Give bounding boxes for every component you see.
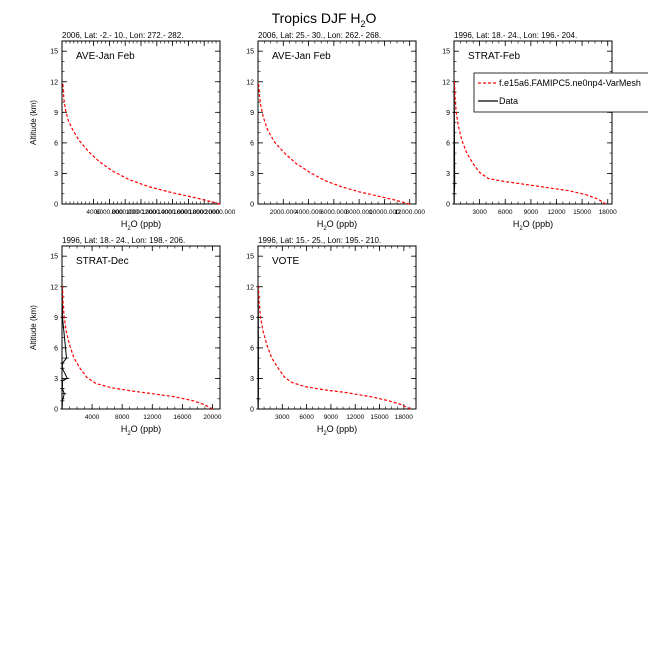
y-tick-label: 15 <box>50 49 58 56</box>
legend-model-label: f.e15a6.FAMIPC5.ne0np4-VarMesh <box>499 78 641 88</box>
panel-5: 1996, Lat: 15.- 25., Lon: 195.- 210. VOTE… <box>246 236 417 437</box>
x-tick-label: 15000 <box>573 209 591 216</box>
panels-group: 2006, Lat: -2.- 10., Lon: 272.- 282. AVE-… <box>29 31 617 437</box>
x-tick-label: 9000 <box>324 414 339 421</box>
x-tick-label: 2000.000 <box>270 209 297 216</box>
y-tick-label: 9 <box>250 315 254 322</box>
x-tick-label: 12000 <box>346 414 364 421</box>
y-tick-label: 6 <box>54 345 58 352</box>
x-tick-label: 4000 <box>85 414 100 421</box>
x-tick-label: 9000 <box>524 209 539 216</box>
x-axis-label: H2O (ppb) <box>121 424 161 437</box>
y-tick-label: 0 <box>250 407 254 414</box>
x-tick-label: 16000.000 <box>173 209 204 216</box>
legend: f.e15a6.FAMIPC5.ne0np4-VarMesh Data <box>473 72 648 113</box>
y-tick-label: 3 <box>250 171 254 178</box>
campaign-label: AVE-Jan Feb <box>272 51 331 62</box>
x-tick-label: 6000.000 <box>96 209 123 216</box>
x-tick-label: 4000 <box>86 209 101 216</box>
y-tick-label: 6 <box>54 140 58 147</box>
y-tick-label: 6 <box>446 140 450 147</box>
y-tick-label: 12 <box>246 79 254 86</box>
x-axis-label: H2O (ppb) <box>121 219 161 232</box>
x-tick-label: 8000 <box>115 414 130 421</box>
x-tick-label: 10000.000 <box>126 209 157 216</box>
x-tick-label: 6000 <box>299 414 314 421</box>
x-tick-label: 15000 <box>370 414 388 421</box>
x-tick-label: 18000.000 <box>189 209 220 216</box>
x-tick-label: 3000 <box>472 209 487 216</box>
panel-header: 1996, Lat: 18.- 24., Lon: 198.- 206. <box>62 236 185 245</box>
x-tick-label: 12000.000 <box>394 209 425 216</box>
model-series-line <box>257 81 410 205</box>
panel-4: 1996, Lat: 18.- 24., Lon: 198.- 206. STRA… <box>29 236 222 437</box>
panel-header: 1996, Lat: 15.- 25., Lon: 195.- 210. <box>258 236 381 245</box>
y-tick-label: 3 <box>54 171 58 178</box>
legend-frame <box>473 72 648 113</box>
panel-1: 2006, Lat: -2.- 10., Lon: 272.- 282. AVE-… <box>29 31 236 232</box>
y-tick-label: 15 <box>246 49 254 56</box>
x-tick-label: 10000.000 <box>369 209 400 216</box>
y-tick-label: 0 <box>54 202 58 209</box>
y-tick-label: 0 <box>250 202 254 209</box>
x-axis-label: H2O (ppb) <box>317 424 357 437</box>
panel-3: 1996, Lat: 18.- 24., Lon: 196.- 204. STRA… <box>442 31 617 232</box>
model-series-line <box>453 81 607 205</box>
panel-header: 2006, Lat: 25.- 30., Lon: 262.- 268. <box>258 31 381 40</box>
y-tick-label: 9 <box>54 110 58 117</box>
y-axis-label: Altitude (km) <box>29 305 38 350</box>
y-tick-label: 12 <box>50 284 58 291</box>
campaign-label: STRAT-Dec <box>76 256 129 267</box>
y-tick-label: 12 <box>442 79 450 86</box>
x-tick-label: 14000.000 <box>157 209 188 216</box>
x-tick-label: 20000.000 <box>205 209 236 216</box>
panel-header: 1996, Lat: 18.- 24., Lon: 196.- 204. <box>454 31 577 40</box>
y-tick-label: 15 <box>442 49 450 56</box>
x-tick-label: 20000 <box>203 414 221 421</box>
legend-data-label: Data <box>499 96 518 106</box>
x-tick-label: 12000 <box>547 209 565 216</box>
y-tick-label: 6 <box>250 140 254 147</box>
panel-header: 2006, Lat: -2.- 10., Lon: 272.- 282. <box>62 31 183 40</box>
y-tick-label: 3 <box>250 376 254 383</box>
x-tick-label: 12000 <box>143 414 161 421</box>
x-axis-label: H2O (ppb) <box>317 219 357 232</box>
x-tick-label: 4000.000 <box>295 209 322 216</box>
y-tick-label: 12 <box>246 284 254 291</box>
y-tick-label: 0 <box>54 407 58 414</box>
x-tick-label: 8000.000 <box>112 209 139 216</box>
y-tick-label: 9 <box>250 110 254 117</box>
panel-2: 2006, Lat: 25.- 30., Lon: 262.- 268. AVE-… <box>246 31 425 232</box>
y-tick-label: 15 <box>246 254 254 261</box>
campaign-label: STRAT-Feb <box>468 51 520 62</box>
y-tick-label: 3 <box>446 171 450 178</box>
campaign-label: AVE-Jan Feb <box>76 51 135 62</box>
campaign-label: VOTE <box>272 256 300 267</box>
x-tick-label: 3000 <box>275 414 290 421</box>
x-tick-label: 16000 <box>173 414 191 421</box>
x-tick-label: 12000.000 <box>141 209 172 216</box>
y-tick-label: 9 <box>54 315 58 322</box>
x-tick-label: 6000.000 <box>320 209 347 216</box>
y-tick-label: 0 <box>446 202 450 209</box>
y-tick-label: 3 <box>54 376 58 383</box>
model-series-line <box>61 286 213 410</box>
y-tick-label: 9 <box>446 110 450 117</box>
y-tick-label: 15 <box>50 254 58 261</box>
x-tick-label: 18000 <box>395 414 413 421</box>
y-tick-label: 6 <box>250 345 254 352</box>
x-axis-label: H2O (ppb) <box>513 219 553 232</box>
x-tick-label: 6000 <box>498 209 513 216</box>
model-series-line <box>257 286 411 410</box>
x-tick-label: 18000 <box>599 209 617 216</box>
model-series-line <box>62 81 221 205</box>
figure-title: Tropics DJF H2O <box>272 10 377 29</box>
x-tick-label: 8000.000 <box>346 209 373 216</box>
y-axis-label: Altitude (km) <box>29 100 38 145</box>
y-tick-label: 12 <box>50 79 58 86</box>
